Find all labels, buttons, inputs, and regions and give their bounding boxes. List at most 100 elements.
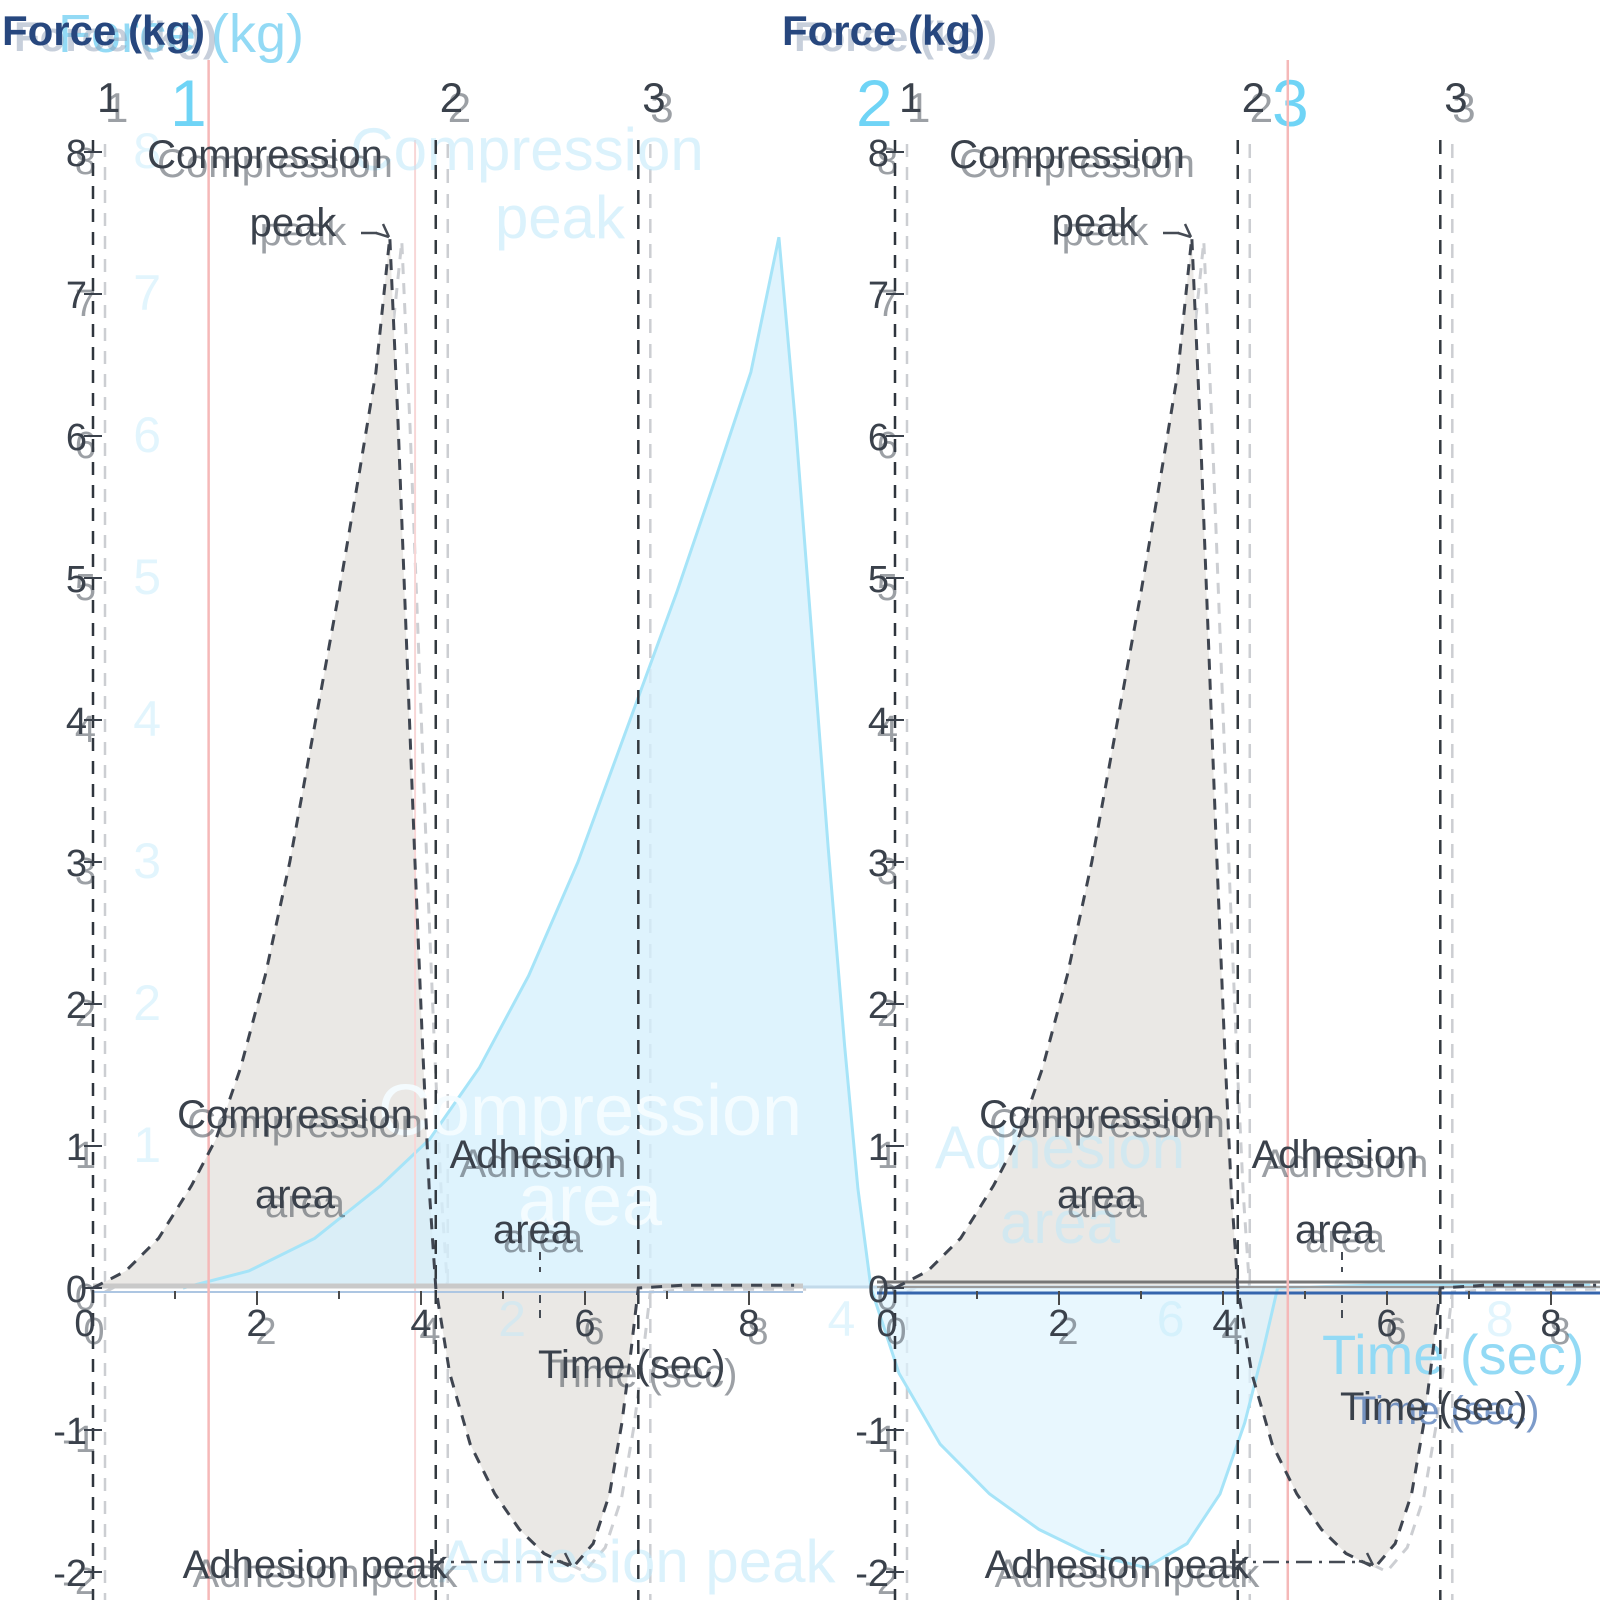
ghost-y-tick: 3 xyxy=(133,833,161,889)
x-tick-label-4-echo: 4 xyxy=(419,1311,440,1353)
compression-peak-label-1-echo: Compression xyxy=(959,142,1195,186)
adhesion-peak-label-echo: Adhesion peak xyxy=(193,1552,459,1596)
ghost-force-axis-label: Force (kg) xyxy=(58,4,304,64)
time-axis-label-echo: Time (sec) xyxy=(1352,1389,1539,1433)
adhesion-area-label-1: Adhesion xyxy=(450,1133,617,1177)
x-tick-label-6: 6 xyxy=(1376,1303,1397,1345)
y-tick-label-5: 5 xyxy=(868,559,889,601)
region-number-3-echo: 3 xyxy=(1452,84,1475,131)
x-tick-label-2: 2 xyxy=(246,1303,267,1345)
compression-peak-arrow xyxy=(1177,223,1193,239)
x-tick-label-0-echo: 0 xyxy=(83,1311,104,1353)
y-tick-label-7-echo: 7 xyxy=(75,283,96,325)
adhesion-area-label-1-echo: Adhesion xyxy=(1262,1142,1429,1186)
x-tick-label-6: 6 xyxy=(574,1303,595,1345)
adhesion-peak-label: Adhesion peak xyxy=(985,1543,1251,1587)
compression-area-label-1-echo: Compression xyxy=(187,1102,423,1146)
region-number-1-echo: 1 xyxy=(907,84,930,131)
compression-area-label-1: Compression xyxy=(979,1093,1215,1137)
y-tick-label-2: 2 xyxy=(868,985,889,1027)
panel-right xyxy=(877,60,1600,1600)
time-axis-label: Time (sec) xyxy=(538,1343,725,1387)
x-tick-label-4-echo: 4 xyxy=(1221,1311,1242,1353)
region-number-3: 3 xyxy=(1444,74,1467,121)
ghost-y-tick: 6 xyxy=(133,407,161,463)
compression-area-label-2: area xyxy=(1057,1173,1138,1217)
y-tick-label-1: 1 xyxy=(66,1127,87,1169)
ghost-region-number: 2 xyxy=(856,66,893,140)
y-tick-label-1-echo: 1 xyxy=(877,1135,898,1177)
y-tick-label-3-echo: 3 xyxy=(877,851,898,893)
region-number-2-echo: 2 xyxy=(448,84,471,131)
region-number-1: 1 xyxy=(899,74,922,121)
x-tick-label-4: 4 xyxy=(410,1303,431,1345)
region-number-2: 2 xyxy=(440,74,463,121)
ghost-y-tick: 1 xyxy=(133,1117,161,1173)
y-tick-label--2: -2 xyxy=(53,1553,87,1595)
region-number-2: 2 xyxy=(1242,74,1265,121)
y-tick-label-8: 8 xyxy=(66,133,87,175)
y-tick-label-2-echo: 2 xyxy=(75,993,96,1035)
y-tick-label--1-echo: -1 xyxy=(62,1419,96,1461)
y-tick-label-0: 0 xyxy=(868,1269,889,1311)
ghost-y-tick: 7 xyxy=(133,265,161,321)
y-tick-label-4-echo: 4 xyxy=(75,709,96,751)
compression-peak-label-2: peak xyxy=(250,201,338,245)
x-tick-label-8: 8 xyxy=(738,1303,759,1345)
compression-peak-label-1: Compression xyxy=(147,133,383,177)
adhesion-peak-arrow xyxy=(1358,1552,1375,1567)
time-axis-label: Time (sec) xyxy=(1340,1385,1527,1429)
y-tick-label-4: 4 xyxy=(66,701,87,743)
compression-peak-arrow xyxy=(375,223,391,239)
x-tick-label-6-echo: 6 xyxy=(1385,1311,1406,1353)
adhesion-area-label-2: area xyxy=(493,1208,574,1252)
panel-left xyxy=(84,60,803,1600)
adhesion-peak-label: Adhesion peak xyxy=(183,1543,449,1587)
y-tick-label-5-echo: 5 xyxy=(75,567,96,609)
compression-peak-label-2-echo: peak xyxy=(260,210,348,254)
x-tick-label-8-echo: 8 xyxy=(1549,1311,1570,1353)
y-tick-label-4-echo: 4 xyxy=(877,709,898,751)
ghost-x-tick: 6 xyxy=(1157,1291,1185,1347)
x-tick-label-8-echo: 8 xyxy=(747,1311,768,1353)
time-axis-label-echo: Time (sec) xyxy=(550,1352,737,1396)
compression-area-fill xyxy=(93,237,436,1289)
adhesion-area-label-1-echo: Adhesion xyxy=(460,1142,627,1186)
y-tick-label-0: 0 xyxy=(66,1269,87,1311)
y-tick-label-8-echo: 8 xyxy=(75,141,96,183)
ghost-time-axis-label: Time (sec) xyxy=(1322,1323,1584,1386)
y-tick-label-5: 5 xyxy=(66,559,87,601)
compression-area-label-2: area xyxy=(255,1173,336,1217)
x-tick-label-6-echo: 6 xyxy=(583,1311,604,1353)
y-tick-label-3: 3 xyxy=(868,843,889,885)
adhesion-area-label-1: Adhesion xyxy=(1252,1133,1419,1177)
adhesion-area-label-2: area xyxy=(1295,1208,1376,1252)
compression-area-fill xyxy=(895,237,1238,1289)
y-tick-label-0-echo: 0 xyxy=(75,1277,96,1319)
adhesion-area-fill xyxy=(435,1288,639,1568)
y-tick-label-2-echo: 2 xyxy=(877,993,898,1035)
y-tick-label-7-echo: 7 xyxy=(877,283,898,325)
x-tick-label-2-echo: 2 xyxy=(255,1311,276,1353)
y-tick-label-3: 3 xyxy=(66,843,87,885)
ghost-x-tick: 2 xyxy=(498,1291,526,1347)
compression-area-label-2-echo: area xyxy=(1067,1182,1148,1226)
compression-area-label-1-echo: Compression xyxy=(989,1102,1225,1146)
y-tick-label--2-echo: -2 xyxy=(864,1561,898,1600)
x-tick-label-8: 8 xyxy=(1540,1303,1561,1345)
ghost-x-tick: 4 xyxy=(827,1291,855,1347)
force-axis-label-echo: Force (kg) xyxy=(794,13,997,60)
adhesion-peak-label-echo: Adhesion peak xyxy=(995,1552,1261,1596)
compression-peak-label-2-echo: peak xyxy=(1062,210,1150,254)
compression-peak-label-1: Compression xyxy=(949,133,1185,177)
x-tick-label-0: 0 xyxy=(74,1303,95,1345)
ghost-y-tick: 8 xyxy=(133,123,161,179)
force-curve xyxy=(894,237,1597,1570)
x-tick-label-0-echo: 0 xyxy=(885,1311,906,1353)
y-tick-label-4: 4 xyxy=(868,701,889,743)
adhesion-area-label-2-echo: area xyxy=(1305,1217,1386,1261)
y-tick-label-1: 1 xyxy=(868,1127,889,1169)
ghost-region-number: 3 xyxy=(1272,66,1309,140)
region-number-1: 1 xyxy=(97,74,120,121)
y-tick-label--1: -1 xyxy=(855,1411,889,1453)
